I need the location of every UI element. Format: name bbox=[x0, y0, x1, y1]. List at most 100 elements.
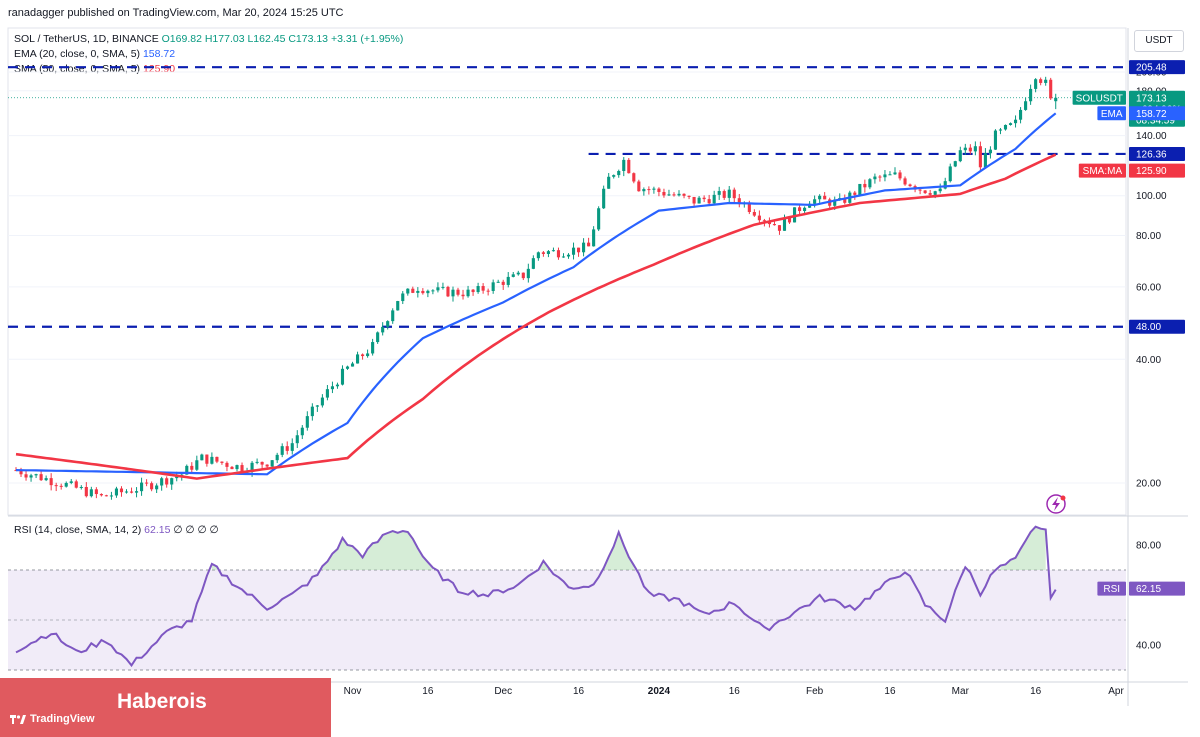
x-tick-label: 16 bbox=[729, 686, 741, 697]
candle-body bbox=[647, 189, 651, 191]
candle-body bbox=[441, 286, 445, 288]
legend-ema-row[interactable]: EMA (20, close, 0, SMA, 5) 158.72 bbox=[14, 47, 403, 62]
candle-body bbox=[903, 178, 907, 185]
candle-body bbox=[803, 207, 807, 211]
candle-body bbox=[506, 276, 510, 285]
candle-body bbox=[481, 286, 485, 291]
candle-body bbox=[134, 491, 139, 493]
candle-body bbox=[918, 189, 922, 191]
tag-rsi-label: RSI bbox=[1103, 584, 1120, 595]
candle-body bbox=[953, 161, 957, 167]
candle-body bbox=[124, 491, 129, 493]
candle-body bbox=[722, 191, 726, 198]
candle-body bbox=[1029, 88, 1033, 102]
candle-body bbox=[1044, 79, 1048, 83]
candle-body bbox=[230, 466, 234, 470]
candle-body bbox=[1008, 123, 1013, 125]
candle-body bbox=[265, 464, 269, 467]
candle-body bbox=[155, 485, 159, 490]
legend-symbol-row[interactable]: SOL / TetherUS, 1D, BINANCE O169.82 H177… bbox=[14, 32, 403, 47]
candle-body bbox=[210, 456, 214, 464]
currency-button[interactable]: USDT bbox=[1134, 30, 1184, 52]
candle-body bbox=[290, 443, 294, 451]
tag-last-price-extra: 08:34:59 bbox=[1136, 115, 1175, 126]
candle-body bbox=[160, 478, 164, 486]
tradingview-logo[interactable]: TradingView bbox=[10, 713, 95, 725]
candle-body bbox=[486, 290, 490, 292]
candle-body bbox=[295, 435, 299, 444]
x-tick-label: Mar bbox=[952, 686, 970, 697]
tag-level-top-value: 205.48 bbox=[1136, 63, 1167, 74]
candle-body bbox=[657, 188, 661, 192]
candle-body bbox=[973, 146, 977, 152]
candle-body bbox=[526, 268, 530, 279]
candle-body bbox=[717, 191, 721, 195]
candle-body bbox=[431, 290, 435, 292]
candle-body bbox=[391, 310, 395, 322]
candle-body bbox=[602, 188, 606, 209]
candle-body bbox=[426, 290, 430, 294]
lightning-icon[interactable] bbox=[1046, 494, 1066, 514]
candle-body bbox=[516, 272, 520, 275]
candle-body bbox=[762, 220, 766, 222]
candle-body bbox=[170, 478, 174, 485]
candle-body bbox=[727, 189, 731, 198]
rsi-overbought-fill bbox=[322, 531, 433, 570]
candle-body bbox=[200, 454, 204, 461]
candle-body bbox=[310, 406, 314, 417]
price-tags: 205.48126.3648.00SOLUSDT173.13+694.90%08… bbox=[1072, 60, 1185, 596]
candle-body bbox=[250, 462, 254, 472]
candle-body bbox=[280, 446, 284, 455]
rsi-legend[interactable]: RSI (14, close, SMA, 14, 2) 62.15 ∅ ∅ ∅ … bbox=[14, 524, 219, 536]
candle-body bbox=[205, 454, 209, 464]
candle-body bbox=[225, 462, 229, 467]
candle-body bbox=[898, 172, 902, 179]
tag-ema-bg bbox=[1129, 106, 1185, 121]
x-tick-label: 2024 bbox=[648, 686, 671, 697]
candle-body bbox=[798, 207, 802, 211]
y-tick-label: 80.00 bbox=[1136, 231, 1161, 242]
y-tick-label: 40.00 bbox=[1136, 355, 1161, 366]
tradingview-logo-icon bbox=[10, 714, 26, 724]
candle-body bbox=[471, 289, 475, 293]
candle-body bbox=[49, 478, 53, 486]
candle-body bbox=[697, 197, 701, 204]
candle-body bbox=[255, 461, 259, 463]
candle-body bbox=[330, 386, 334, 390]
candle-body bbox=[587, 242, 591, 247]
candle-body bbox=[642, 189, 646, 192]
candle-body bbox=[381, 326, 385, 333]
tag-last-price-label: SOLUSDT bbox=[1076, 93, 1123, 104]
candle-body bbox=[617, 170, 621, 176]
candle-body bbox=[923, 190, 927, 194]
x-tick-label: 16 bbox=[1030, 686, 1042, 697]
candle-body bbox=[190, 465, 194, 470]
candle-body bbox=[702, 197, 706, 200]
candle-body bbox=[315, 405, 319, 407]
candle-body bbox=[411, 288, 415, 293]
legend-ohlc: O169.82 H177.03 L162.45 C173.13 +3.31 (+… bbox=[161, 33, 404, 45]
candle-body bbox=[129, 491, 134, 493]
grid-lines bbox=[7, 27, 1188, 706]
candle-body bbox=[612, 175, 616, 177]
candle-body bbox=[737, 198, 741, 205]
candle-body bbox=[305, 416, 309, 428]
rsi-legend-value: 62.15 bbox=[144, 524, 171, 536]
tag-sma-label: SMA:MA bbox=[1083, 166, 1123, 177]
candle-body bbox=[350, 363, 355, 367]
candle-body bbox=[446, 286, 450, 297]
candle-body bbox=[622, 159, 626, 171]
candle-body bbox=[833, 199, 837, 206]
candle-body bbox=[692, 196, 696, 204]
candle-body bbox=[993, 130, 998, 150]
candle-body bbox=[823, 195, 827, 200]
tag-level-mid-bg bbox=[1129, 146, 1185, 161]
candle-body bbox=[119, 488, 124, 493]
tag-rsi-bg bbox=[1129, 581, 1185, 596]
candle-body bbox=[873, 176, 877, 180]
candle-body bbox=[386, 321, 390, 327]
candle-body bbox=[320, 397, 324, 406]
candle-body bbox=[240, 465, 244, 472]
candle-body bbox=[933, 191, 937, 195]
